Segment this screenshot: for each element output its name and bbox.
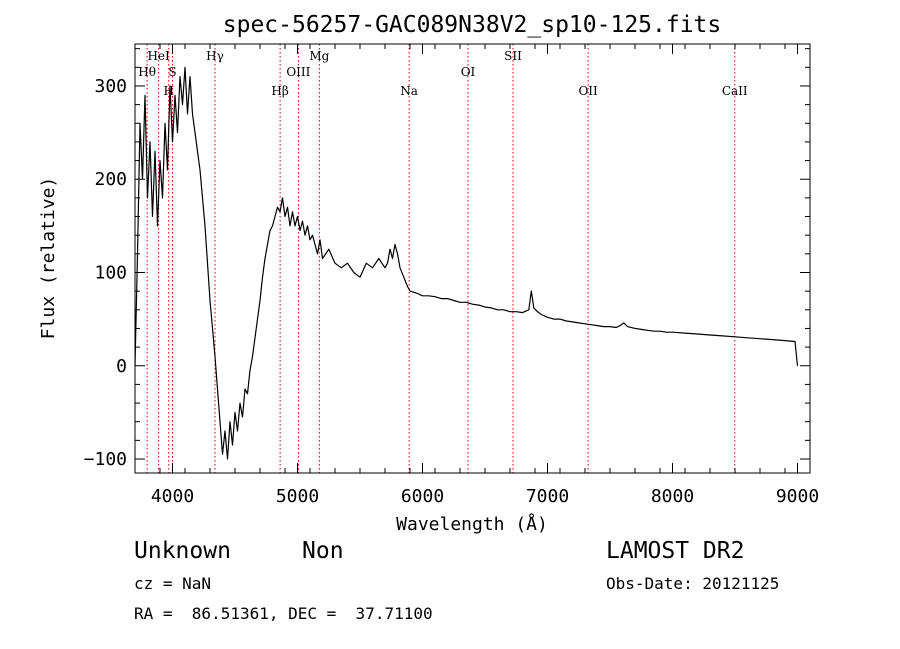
x-tick-label: 5000 [276,486,319,507]
y-axis-label: Flux (relative) [38,177,59,340]
marker-label: SII [504,49,522,63]
marker-label: Mg [309,49,329,63]
x-tick-label: 7000 [526,486,569,507]
plot-frame [134,43,811,474]
marker-label: CaII [722,84,748,98]
spectrum-line [134,66,799,460]
x-axis-label: Wavelength (Å) [396,513,548,535]
marker-label: Hβ [271,84,288,98]
marker-label: S [168,65,176,79]
x-tick-label: 9000 [776,486,819,507]
marker-label: Na [400,84,418,98]
x-tick-label: 6000 [401,486,444,507]
x-tick-label: 4000 [151,486,194,507]
y-tick-label: 100 [94,262,127,283]
redshift-cz: cz = NaN [134,574,212,593]
marker-label: OII [578,84,598,98]
observation-date: Obs-Date: 20121125 [606,574,780,593]
y-axis: −100 0 100 200 300 [84,48,810,470]
marker-label: Hθ [138,65,156,79]
spectrum-line-layer [134,66,799,460]
emission-line-markers: HeI Hθ SH Hγ Mg OIII Hβ Na OI SII OII CaII [138,44,748,473]
y-tick-label: 200 [94,169,127,190]
chart-title: spec-56257-GAC089N38V2_sp10-125.fits [223,12,722,38]
y-tick-label: −100 [84,449,127,470]
marker-label: HeI [147,49,170,63]
object-subclass: Non [302,538,344,564]
y-tick-label: 0 [116,356,127,377]
marker-label: OIII [286,65,310,79]
marker-label: OI [461,65,476,79]
object-class: Unknown [134,538,231,564]
marker-label: Hγ [206,49,224,63]
x-tick-label: 8000 [651,486,694,507]
x-axis: 4000 5000 6000 7000 8000 9000 [134,44,819,507]
marker-label: H [164,84,174,98]
y-tick-label: 300 [94,76,127,97]
coordinates: RA = 86.51361, DEC = 37.71100 [134,604,433,623]
survey-name: LAMOST DR2 [606,538,745,564]
